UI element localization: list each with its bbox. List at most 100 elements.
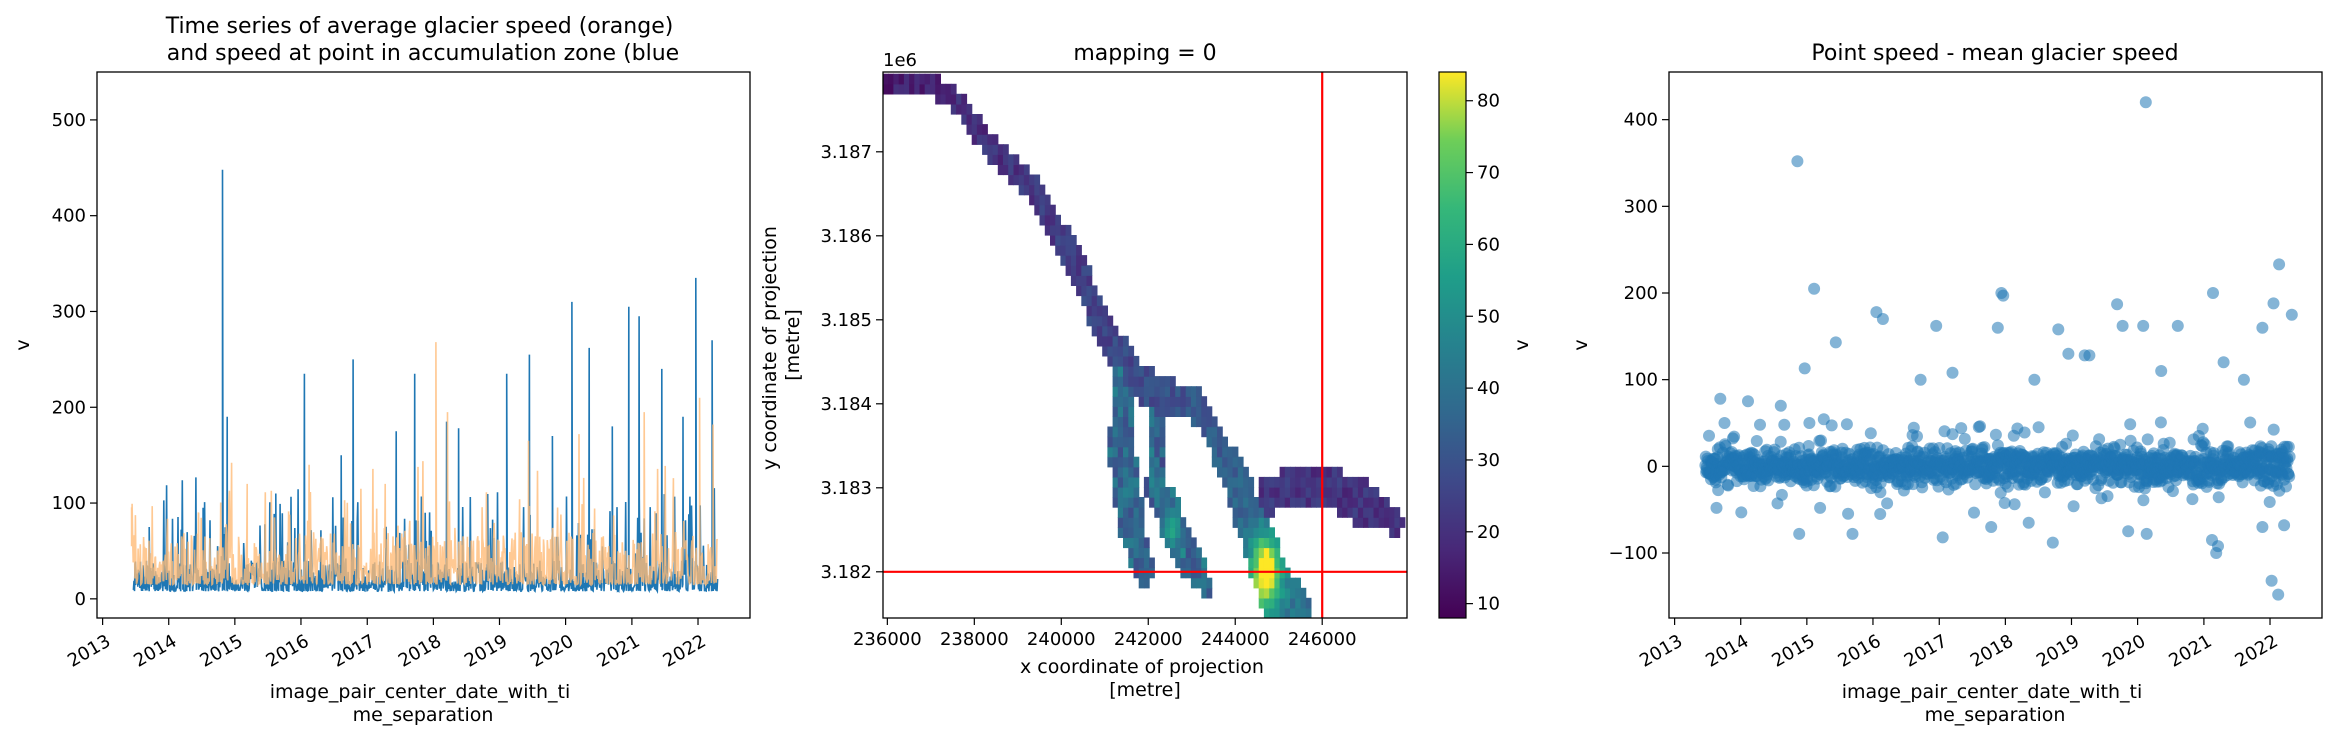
map-cell (1196, 557, 1202, 569)
map-cell (1143, 557, 1150, 569)
map-cell (1274, 557, 1281, 569)
map-cell (1055, 224, 1061, 236)
map-cell (1081, 255, 1088, 266)
sc-point (2140, 527, 2153, 540)
map-xtick-label: 244000 (1201, 629, 1270, 650)
timeseries-panel: Time series of average glacier speed (or… (12, 14, 751, 726)
sc-ylabel: v (1570, 339, 1592, 350)
map-cell (1112, 325, 1119, 337)
map-cell (1310, 497, 1317, 508)
map-cell (1170, 507, 1176, 518)
map-cell (987, 144, 994, 155)
map-cell (1258, 507, 1265, 518)
map-cell (1123, 487, 1129, 498)
map-cell (1159, 466, 1166, 478)
ts-plot-area (130, 169, 719, 595)
map-cell (1081, 275, 1088, 286)
map-cell (1305, 476, 1312, 488)
map-cell (1201, 557, 1208, 569)
map-cell (1300, 466, 1307, 478)
map-cell (1269, 607, 1275, 618)
sc-xtick-label: 2013 (1636, 631, 1686, 672)
map-cell (1138, 577, 1145, 589)
map-cell (1070, 265, 1077, 276)
map-cell (1117, 527, 1124, 538)
ts-xlabel-line-2: me_separation (353, 704, 494, 726)
map-cell (1102, 325, 1108, 337)
map-cell (1211, 426, 1218, 438)
map-cell (1269, 557, 1275, 569)
map-cell (1128, 406, 1135, 417)
map-cell (1263, 476, 1270, 488)
map-cell (1269, 587, 1275, 599)
map-cell (1222, 476, 1228, 488)
map-cell (1112, 426, 1119, 438)
sc-point (1958, 432, 1971, 445)
map-cell (1284, 466, 1291, 478)
map-cell (1368, 487, 1375, 498)
map-cell (1143, 376, 1150, 387)
map-cell (971, 114, 978, 125)
map-cell (1034, 184, 1041, 196)
map-cell (1305, 607, 1312, 618)
map-cell (1211, 436, 1218, 448)
map-cell (1284, 587, 1291, 599)
map-cell (1248, 537, 1255, 549)
map-cell (1196, 386, 1202, 397)
map-cell (1305, 497, 1312, 508)
map-cell (935, 83, 941, 95)
ts-xtick-label: 2017 (329, 631, 379, 672)
map-cell (1290, 577, 1296, 589)
sc-point (2263, 496, 2276, 508)
map-cell (1290, 597, 1296, 609)
map-cell (1337, 466, 1343, 478)
map-cell (1190, 557, 1197, 569)
map-cell (1196, 406, 1202, 417)
map-cell (1096, 335, 1103, 347)
map-cell (1232, 476, 1239, 488)
map-cell (1295, 587, 1301, 599)
map-cell (1112, 466, 1119, 478)
map-cell (1138, 527, 1145, 538)
map-cell (1258, 476, 1265, 488)
map-cell (903, 83, 910, 95)
ts-x-axis: 2013 2014 2015 2016 2017 2018 2019 2020 2021 2022 (64, 618, 710, 672)
sc-point (1718, 417, 1731, 429)
map-cell (1357, 487, 1364, 498)
map-cell (1321, 466, 1328, 478)
sc-point (1911, 430, 1923, 443)
sc-point (1829, 336, 1842, 349)
sc-axes-frame (1668, 71, 2323, 619)
sc-point (2217, 356, 2230, 369)
map-cell (1206, 426, 1213, 438)
map-cell (1274, 497, 1281, 508)
map-cell (1347, 476, 1354, 488)
map-cell (1274, 577, 1281, 589)
map-cell (1107, 315, 1114, 327)
map-cell (1274, 487, 1281, 498)
map-cell (1128, 345, 1135, 357)
sc-point (1754, 418, 1766, 431)
map-cell (1123, 446, 1129, 458)
map-cell (1217, 426, 1223, 438)
map-cell (1123, 537, 1129, 549)
map-cell (1018, 184, 1025, 196)
map-cell (1154, 497, 1161, 508)
map-cell (1227, 476, 1234, 488)
map-cell (1263, 497, 1270, 508)
map-cell (1096, 325, 1103, 337)
map-cell (1112, 396, 1119, 407)
map-cell (1128, 386, 1135, 397)
map-cell (1284, 487, 1291, 498)
map-cell (1248, 527, 1255, 538)
map-cell (1185, 537, 1192, 549)
sc-point (2062, 347, 2075, 360)
map-cell (1149, 436, 1155, 448)
map-cell (1217, 456, 1223, 468)
sc-point (1808, 282, 1821, 295)
map-cell (1065, 245, 1072, 256)
map-cell (1352, 497, 1359, 508)
map-cell (961, 114, 968, 125)
map-cell (1138, 497, 1145, 508)
ts-ytick-label: 100 (52, 493, 86, 514)
